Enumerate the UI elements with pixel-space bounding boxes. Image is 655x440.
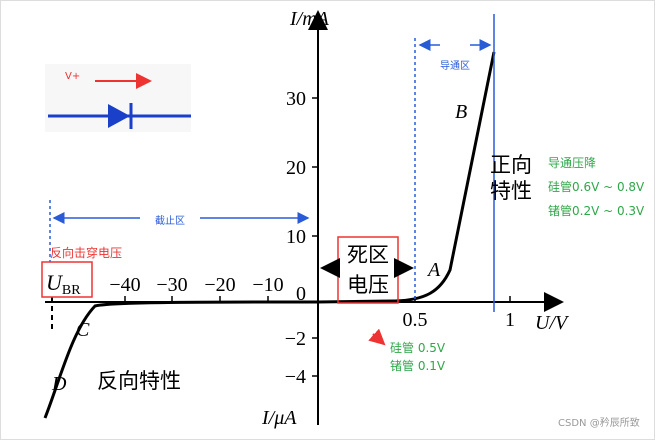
note: 导通压降 bbox=[548, 156, 596, 170]
point-label: B bbox=[455, 101, 467, 123]
y-tick-label: −2 bbox=[285, 328, 306, 350]
y-axis-label: I/mA bbox=[289, 8, 330, 30]
note: 硅管 0.5V bbox=[390, 340, 446, 355]
y-axis-label-neg: I/μA bbox=[261, 407, 297, 429]
dead-zone-label: 电压 bbox=[347, 273, 389, 297]
y-tick-label: 20 bbox=[286, 157, 306, 179]
note: 硅管0.6V ~ 0.8V bbox=[548, 179, 645, 194]
forward-label: 正向 bbox=[490, 153, 532, 177]
forward-label: 特性 bbox=[490, 179, 532, 203]
x-tick-label: 0.5 bbox=[403, 309, 428, 331]
point-label: A bbox=[426, 259, 441, 281]
watermark: CSDN @矜辰所致 bbox=[558, 416, 640, 429]
region-marks bbox=[49, 14, 495, 312]
iv-curve bbox=[43, 51, 496, 419]
x-tick-label: −30 bbox=[156, 274, 187, 296]
point-label: D bbox=[51, 373, 67, 395]
note: 锗管 0.1V bbox=[390, 358, 446, 373]
inset-label: V+ bbox=[65, 71, 80, 82]
y-tick-label: −4 bbox=[285, 366, 306, 388]
region-label: 导通区 bbox=[440, 60, 470, 72]
x-tick-label: −20 bbox=[204, 274, 235, 296]
x-tick-label: −10 bbox=[252, 274, 283, 296]
x-tick-label: 1 bbox=[505, 309, 515, 331]
reverse-label: 反向特性 bbox=[97, 369, 181, 393]
x-tick-label: −40 bbox=[109, 274, 140, 296]
breakdown-symbol: UBR bbox=[46, 270, 81, 298]
inset bbox=[45, 64, 191, 132]
y-tick-label: 30 bbox=[286, 88, 306, 110]
breakdown-label: 反向击穿电压 bbox=[50, 245, 122, 260]
region-label: 截止区 bbox=[155, 214, 185, 227]
point-label: C bbox=[76, 319, 90, 341]
y-tick-label: 10 bbox=[286, 226, 306, 248]
y-tick-label: 0 bbox=[296, 283, 306, 305]
dead-zone-label: 死区 bbox=[347, 243, 389, 267]
dead-zone-marks bbox=[41, 236, 414, 346]
x-axis-label: U/V bbox=[535, 312, 570, 334]
note: 锗管0.2V ~ 0.3V bbox=[548, 203, 645, 218]
